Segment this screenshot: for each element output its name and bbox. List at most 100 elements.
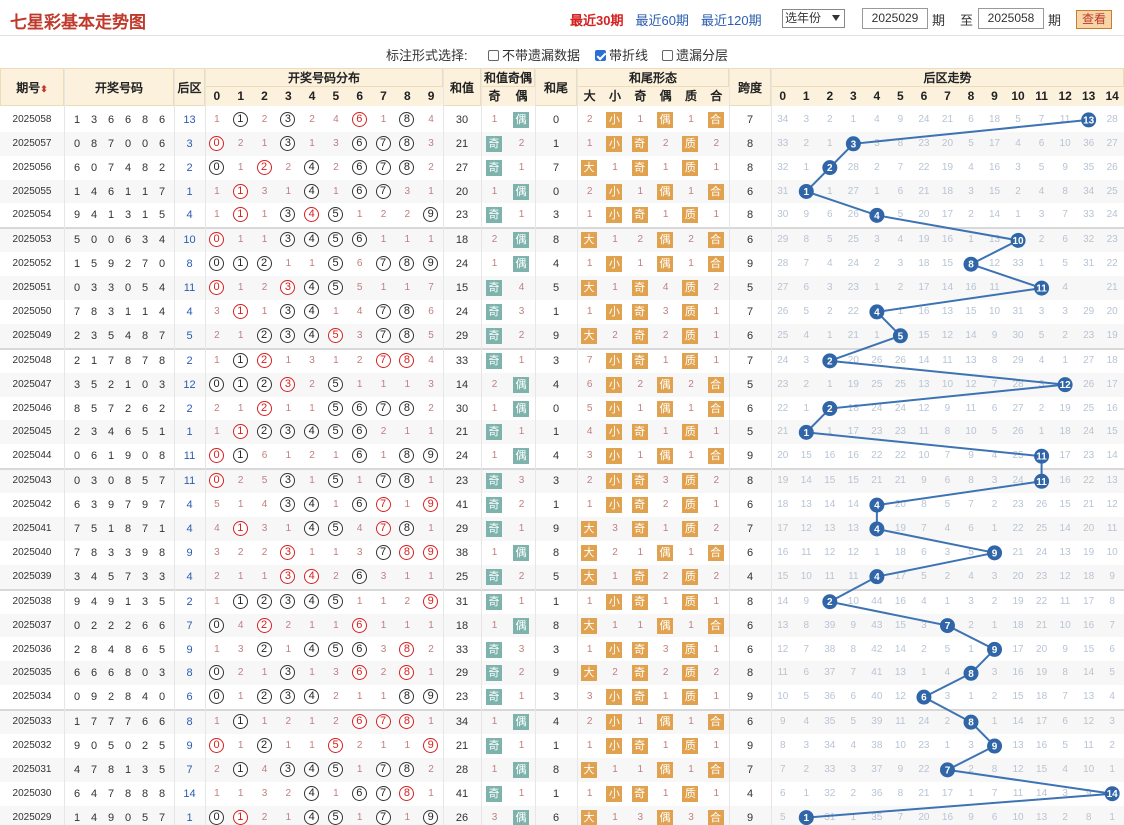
- number-digit: 8: [141, 114, 149, 126]
- back-miss: 26: [1012, 426, 1024, 438]
- back-miss-placeholder: [1077, 108, 1101, 132]
- header-span: 跨度: [729, 68, 771, 106]
- header-tail-form: 和尾形态: [577, 68, 729, 87]
- column-divider: [174, 68, 175, 825]
- dist-miss: 2: [428, 643, 434, 655]
- to-issue-input[interactable]: 2025058: [978, 8, 1044, 29]
- dist-miss: 1: [380, 450, 387, 462]
- back-miss: 13: [894, 667, 906, 679]
- form-miss: 1: [586, 787, 593, 799]
- back-miss: 32: [777, 161, 789, 173]
- form-miss: 1: [662, 595, 669, 607]
- checkbox-miss-layer[interactable]: [662, 50, 673, 61]
- dist-ball-5: 5: [328, 761, 343, 777]
- number-digit: 9: [141, 499, 149, 512]
- from-issue-input[interactable]: 2025029: [862, 8, 928, 29]
- number-digit: 2: [73, 426, 81, 439]
- form-tag: 小: [606, 593, 623, 610]
- query-button[interactable]: 查看: [1076, 10, 1112, 29]
- span-cell: 5: [746, 282, 754, 295]
- number-digit: 9: [107, 499, 115, 512]
- back-miss-placeholder: [936, 758, 960, 782]
- back-miss: 21: [918, 787, 930, 799]
- number-digit: 5: [90, 523, 98, 536]
- option-miss-layer[interactable]: 遗漏分层: [662, 45, 728, 64]
- back-miss: 16: [894, 595, 906, 607]
- number-digit: 1: [90, 354, 98, 367]
- period-link-30[interactable]: 最近30期: [570, 13, 624, 28]
- back-miss: 18: [1083, 570, 1095, 582]
- number-digit: 0: [73, 282, 81, 295]
- back-miss: 21: [941, 114, 954, 125]
- back-cell: 2: [186, 354, 193, 367]
- back-miss: 3: [874, 137, 880, 149]
- period-link-60[interactable]: 最近60期: [635, 13, 689, 28]
- dist-miss: 3: [261, 523, 268, 535]
- subheader-digit-4: 4: [300, 87, 324, 106]
- back-miss: 11: [824, 570, 835, 582]
- number-digit: 7: [141, 258, 149, 271]
- tail-cell: 3: [552, 209, 560, 222]
- back-miss: 33: [1012, 258, 1024, 270]
- form-tag: 偶: [656, 112, 673, 128]
- back-miss: 23: [871, 426, 883, 438]
- dist-miss: 1: [428, 787, 434, 799]
- back-miss-placeholder: [983, 638, 1007, 662]
- back-miss: 22: [871, 450, 883, 462]
- span-cell: 7: [746, 114, 754, 126]
- dist-ball-7: 7: [375, 352, 391, 368]
- dist-ball-3: 3: [280, 112, 296, 127]
- back-cell: 5: [186, 329, 193, 342]
- issue-cell: 2025029: [12, 811, 52, 823]
- number-digit: 2: [107, 691, 115, 704]
- dist-miss: 2: [214, 763, 220, 775]
- back-miss: 6: [897, 185, 904, 197]
- dist-miss: 1: [237, 402, 244, 414]
- year-select[interactable]: 选年份: [782, 9, 845, 28]
- period-link-120[interactable]: 最近120期: [700, 13, 762, 28]
- checkbox-polyline[interactable]: [595, 50, 606, 61]
- back-miss: 1: [968, 234, 974, 246]
- back-miss: 19: [777, 475, 789, 487]
- oe-tag: 偶: [513, 183, 529, 200]
- sum-cell: 24: [455, 450, 469, 463]
- dist-ball-8: 8: [399, 785, 415, 801]
- back-miss: 24: [777, 354, 789, 366]
- checkbox-no-miss[interactable]: [488, 50, 499, 61]
- number-digit: 2: [141, 740, 149, 753]
- dist-ball-8: 8: [399, 714, 415, 730]
- dist-miss: 4: [214, 523, 220, 535]
- back-miss: 21: [894, 475, 906, 487]
- back-miss: 1: [827, 329, 833, 341]
- back-miss: 24: [1036, 546, 1048, 558]
- form-tag: 大: [581, 568, 597, 585]
- back-miss: 9: [803, 209, 810, 221]
- back-miss: 4: [944, 523, 951, 535]
- dist-ball-6: 6: [351, 665, 367, 681]
- dist-miss: 1: [261, 209, 268, 221]
- back-miss: 5: [968, 137, 974, 149]
- back-miss: 13: [1012, 740, 1024, 752]
- back-miss: 6: [968, 523, 974, 535]
- form-tag: 大: [581, 665, 597, 682]
- form-miss: 2: [713, 667, 720, 679]
- option-no-miss[interactable]: 不带遗漏数据: [488, 45, 580, 64]
- dist-ball-5: 5: [328, 327, 343, 343]
- dist-ball-2: 2: [256, 352, 272, 368]
- form-tag: 偶: [656, 761, 673, 778]
- dist-miss: 1: [237, 570, 244, 582]
- back-miss: 17: [988, 137, 1001, 149]
- back-miss: [1006, 276, 1030, 300]
- number-digit: 5: [90, 402, 98, 415]
- number-digit: 6: [90, 667, 98, 680]
- dist-miss: 2: [237, 475, 244, 487]
- dist-ball-1: 1: [232, 256, 248, 272]
- option-polyline[interactable]: 带折线: [595, 45, 648, 64]
- back-miss: 1: [827, 137, 833, 149]
- back-miss: 5: [827, 234, 833, 246]
- header-issue[interactable]: 期号⬍: [0, 68, 64, 106]
- sum-cell: 30: [455, 114, 469, 126]
- form-tag: 质: [682, 280, 699, 297]
- back-miss: 43: [871, 619, 883, 631]
- back-miss: 34: [1083, 185, 1095, 197]
